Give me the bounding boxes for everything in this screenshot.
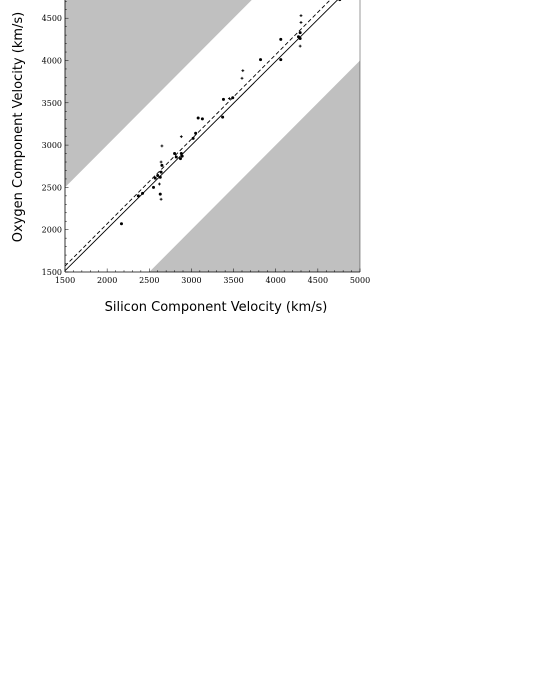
data-point-dot bbox=[221, 97, 225, 101]
data-point-dot bbox=[279, 58, 283, 62]
data-point-dot bbox=[136, 194, 140, 198]
y-tick-label: 4000 bbox=[42, 57, 62, 66]
data-point-dot bbox=[298, 37, 302, 41]
x-tick-label: 4500 bbox=[308, 276, 328, 285]
y-tick-label: 3000 bbox=[42, 141, 62, 150]
x-tick-label: 2500 bbox=[139, 276, 159, 285]
data-point-cross bbox=[159, 197, 163, 201]
data-point-dot bbox=[279, 37, 283, 41]
data-point-cross bbox=[158, 182, 161, 186]
data-point-dot bbox=[153, 176, 157, 180]
data-point-cross bbox=[159, 160, 163, 164]
y-tick-label: 1500 bbox=[42, 268, 62, 277]
data-point-dot bbox=[152, 185, 155, 189]
data-point-dot bbox=[119, 222, 123, 226]
data-point-dot bbox=[160, 163, 164, 167]
y-tick-label: 4500 bbox=[42, 14, 62, 23]
data-point-dot bbox=[259, 58, 263, 62]
solid-fit-line bbox=[65, 0, 339, 272]
data-point-dot bbox=[221, 115, 225, 119]
x-tick-label: 3000 bbox=[181, 276, 201, 285]
y-tick-label: 3500 bbox=[42, 99, 62, 108]
data-point-dot bbox=[180, 154, 184, 158]
lower-shaded-region bbox=[149, 60, 360, 272]
x-tick-label: 2000 bbox=[97, 276, 117, 285]
y-axis-title: Oxygen Component Velocity (km/s) bbox=[11, 12, 26, 242]
data-point-dot bbox=[174, 155, 178, 159]
data-point-cross bbox=[299, 14, 303, 18]
data-point-cross bbox=[179, 135, 183, 139]
data-point-dot bbox=[173, 152, 177, 156]
x-tick-label: 1500 bbox=[55, 276, 75, 285]
data-point-dot bbox=[159, 170, 163, 174]
data-point-cross bbox=[227, 97, 231, 100]
data-point-dot bbox=[141, 191, 145, 195]
data-point-dot bbox=[179, 152, 183, 156]
data-point-cross bbox=[240, 76, 244, 80]
data-point-dot bbox=[194, 131, 198, 135]
data-point-dot bbox=[338, 0, 342, 2]
data-point-cross bbox=[298, 44, 302, 48]
data-point-dot bbox=[178, 157, 182, 161]
x-tick-label: 3500 bbox=[223, 276, 243, 285]
y-tick-label: 2000 bbox=[42, 226, 62, 235]
data-point-dot bbox=[156, 174, 160, 178]
data-point-dot bbox=[231, 96, 235, 100]
data-point-cross bbox=[160, 144, 164, 148]
data-point-dot bbox=[191, 136, 195, 140]
x-axis-title: Silicon Component Velocity (km/s) bbox=[105, 300, 328, 315]
data-point-cross bbox=[241, 69, 245, 73]
x-tick-label: 4000 bbox=[266, 276, 286, 285]
data-point-dot bbox=[158, 192, 162, 196]
data-point-cross bbox=[299, 21, 303, 24]
data-point-dot bbox=[158, 175, 162, 179]
upper-shaded-region bbox=[65, 0, 252, 188]
data-point-dot bbox=[298, 31, 302, 35]
dashed-fit-line bbox=[65, 0, 331, 267]
data-point-dot bbox=[200, 117, 204, 121]
data-point-dot bbox=[196, 116, 200, 120]
x-tick-label: 5000 bbox=[350, 276, 370, 285]
y-tick-label: 2500 bbox=[42, 183, 62, 192]
